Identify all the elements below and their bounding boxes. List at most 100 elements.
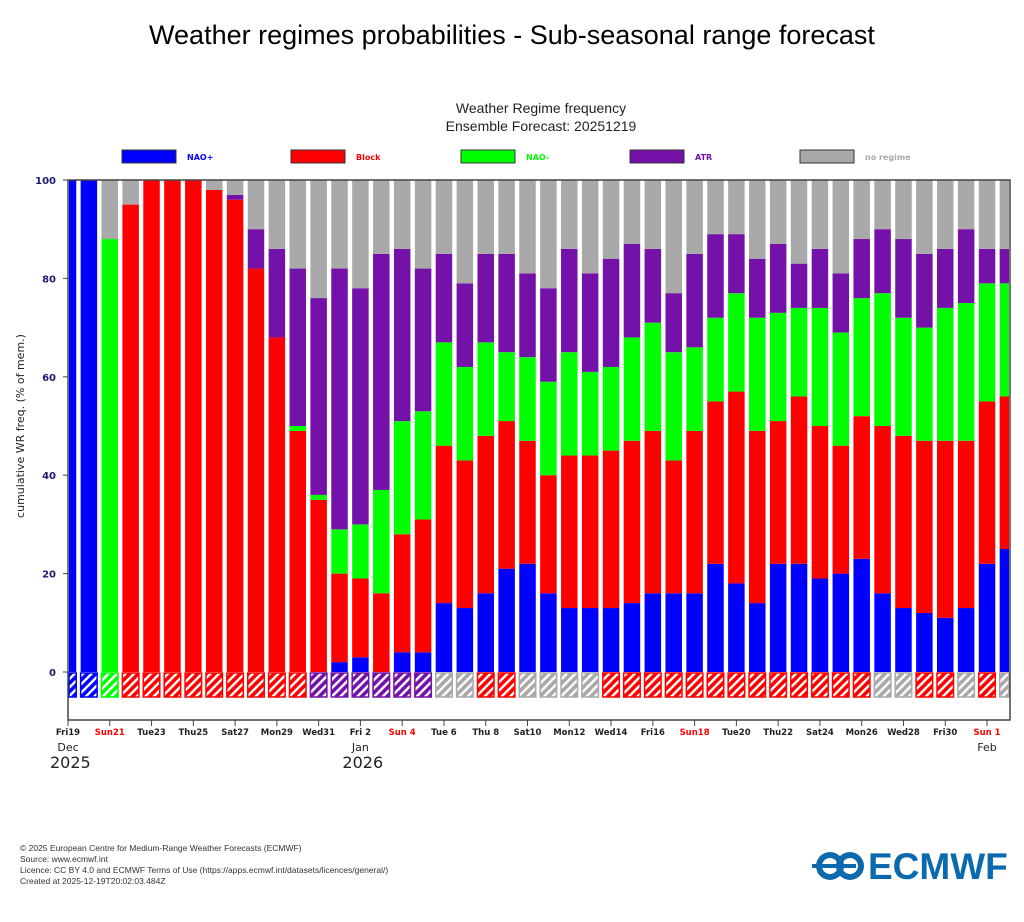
dominant-regime-cell <box>205 672 224 698</box>
dominant-regime-cell <box>643 672 662 698</box>
bar-segment-nao- <box>957 608 975 672</box>
bar-segment-atr <box>999 248 1009 284</box>
dominant-regime-cell <box>351 672 370 698</box>
legend-swatch-no-regime <box>799 149 855 164</box>
bar-segment-block <box>937 440 954 618</box>
bar-segment-block <box>205 189 223 672</box>
bar-segment-block <box>728 391 745 584</box>
dominant-regime-cell <box>372 672 391 698</box>
x-tick-label: Sun21 <box>95 728 125 738</box>
bar-segment-block <box>957 440 975 609</box>
bar-segment-atr <box>769 243 787 313</box>
bar-segment-atr <box>749 258 766 318</box>
dominant-regime-cell <box>518 672 537 698</box>
bar-segment-block <box>561 455 578 609</box>
dominant-regime-cell <box>748 672 767 698</box>
bar-segment-atr <box>790 263 808 308</box>
bar-segment-no-regime <box>707 180 724 235</box>
x-month-label: Feb <box>977 741 996 754</box>
bar-segment-no-regime <box>226 180 244 195</box>
bar-segment-nao- <box>101 239 119 673</box>
bar-segment-nao- <box>581 371 599 456</box>
legend-label: NAO- <box>526 153 549 162</box>
bar-segment-nao- <box>477 342 494 436</box>
bar-segment-no-regime <box>498 180 515 254</box>
bar-segment-nao- <box>456 608 474 672</box>
x-tick-label: Sat24 <box>806 728 834 738</box>
bar-segment-nao- <box>414 411 432 520</box>
bar-segment-nao- <box>414 652 432 672</box>
bar-segment-block <box>602 450 620 609</box>
dominant-regime-cell <box>978 672 997 698</box>
bar-segment-atr <box>602 258 620 367</box>
x-month-label: Dec <box>57 741 78 754</box>
bar-segment-nao- <box>665 593 682 672</box>
bar-segment-block <box>686 430 703 594</box>
dominant-regime-cell <box>894 672 913 698</box>
chart-title: Weather Regime frequency <box>456 100 626 116</box>
bar-segment-nao- <box>581 608 599 672</box>
bar-segment-nao- <box>602 608 620 672</box>
bar-segment-no-regime <box>393 180 411 249</box>
bar-segment-atr <box>937 248 954 308</box>
bar-segment-atr <box>978 248 996 284</box>
bar-segment-nao- <box>832 332 850 446</box>
bar-segment-no-regime <box>978 180 996 249</box>
bar-segment-nao- <box>769 563 787 672</box>
bar-segment-atr <box>874 229 891 294</box>
bar-segment-block <box>498 421 515 569</box>
dominant-regime-cell <box>998 672 1010 698</box>
dominant-regime-cell <box>288 672 307 698</box>
x-tick-label: Tue 6 <box>431 728 457 738</box>
bar-segment-no-regime <box>477 180 494 254</box>
legend-label: ATR <box>695 153 712 162</box>
bar-segment-atr <box>226 194 244 200</box>
bar-segment-nao- <box>895 608 912 672</box>
bar-segment-nao- <box>69 180 77 672</box>
bar-segment-atr <box>540 288 557 382</box>
dominant-regime-cell <box>831 672 850 698</box>
bar-segment-nao- <box>832 573 850 672</box>
bar-segment-block <box>853 416 870 559</box>
bar-segment-no-regime <box>205 180 223 190</box>
bar-segment-block <box>999 396 1009 549</box>
bar-segment-nao- <box>331 662 348 672</box>
bar-segment-atr <box>665 293 682 353</box>
bar-segment-nao- <box>331 529 348 574</box>
x-month-label: Jan <box>351 741 369 754</box>
bar-segment-block <box>623 440 641 604</box>
bar-segment-no-regime <box>957 180 975 230</box>
bar-segment-nao- <box>665 352 682 461</box>
dominant-regime-cell <box>727 672 746 698</box>
bar-segment-block <box>247 268 265 672</box>
legend-label: no regime <box>865 153 911 162</box>
ecmwf-logo-text: ECMWF <box>868 846 1008 886</box>
bar-segment-block <box>352 578 369 658</box>
bar-segment-block <box>393 534 411 653</box>
bar-segment-no-regime <box>602 180 620 259</box>
bar-segment-nao- <box>393 652 411 672</box>
dominant-regime-cell <box>873 672 892 698</box>
bar-segment-nao- <box>602 366 620 451</box>
bar-segment-nao- <box>310 494 327 500</box>
legend-swatch-block <box>290 149 346 164</box>
bar-segment-no-regime <box>832 180 850 274</box>
bar-segment-nao- <box>874 593 891 672</box>
bar-segment-nao- <box>957 303 975 441</box>
bar-segment-nao- <box>769 312 787 422</box>
bar-segment-atr <box>310 298 327 495</box>
x-tick-label: Mon29 <box>261 728 293 738</box>
bar-segment-atr <box>393 248 411 422</box>
dominant-regime-cell <box>226 672 245 698</box>
dominant-regime-cell <box>100 672 119 698</box>
bar-segment-block <box>916 440 933 613</box>
bar-segment-block <box>435 445 453 604</box>
bar-segment-atr <box>414 268 432 412</box>
bar-segment-nao- <box>373 489 390 594</box>
dominant-regime-cell <box>246 672 265 698</box>
bar-segment-atr <box>623 243 641 338</box>
dominant-regime-cell <box>267 672 286 698</box>
bar-segment-nao- <box>519 357 536 441</box>
x-tick-label: Mon26 <box>846 728 878 738</box>
bar-segment-no-regime <box>728 180 745 235</box>
